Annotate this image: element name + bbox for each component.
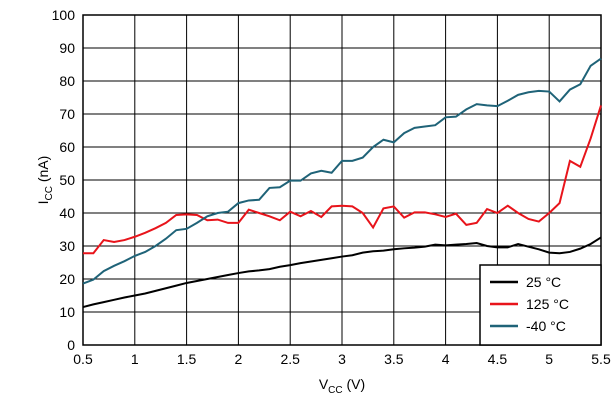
y-tick-label: 30 bbox=[59, 238, 75, 254]
y-tick-label: 20 bbox=[59, 271, 75, 287]
x-tick-label: 3.5 bbox=[384, 351, 404, 367]
y-tick-label: 50 bbox=[59, 172, 75, 188]
x-tick-label: 5.5 bbox=[591, 351, 611, 367]
y-tick-label: 60 bbox=[59, 139, 75, 155]
x-axis-label: VCC (V) bbox=[319, 376, 365, 396]
y-tick-label: 80 bbox=[59, 73, 75, 89]
y-tick-label: 40 bbox=[59, 205, 75, 221]
x-tick-label: 4 bbox=[442, 351, 450, 367]
x-tick-label: 5 bbox=[545, 351, 553, 367]
x-tick-label: 3 bbox=[338, 351, 346, 367]
y-tick-label: 100 bbox=[52, 7, 76, 23]
legend-label: 125 °C bbox=[526, 296, 569, 312]
legend-label: 25 °C bbox=[526, 274, 561, 290]
x-tick-label: 2 bbox=[235, 351, 243, 367]
line bbox=[83, 105, 602, 255]
x-label-unit: (V) bbox=[343, 376, 366, 392]
x-tick-label: 1.5 bbox=[177, 351, 197, 367]
y-axis-label: ICC (nA) bbox=[35, 156, 55, 205]
x-label-main: V bbox=[319, 376, 329, 392]
x-label-sub: CC bbox=[328, 385, 342, 396]
x-tick-label: 4.5 bbox=[488, 351, 508, 367]
legend-label: -40 °C bbox=[526, 318, 566, 334]
y-label-sub: CC bbox=[44, 186, 55, 200]
y-tick-label: 90 bbox=[59, 40, 75, 56]
y-tick-label: 70 bbox=[59, 106, 75, 122]
y-label-unit: (nA) bbox=[35, 156, 51, 186]
x-tick-label: 1 bbox=[131, 351, 139, 367]
x-tick-label: 2.5 bbox=[280, 351, 300, 367]
y-tick-label: 0 bbox=[67, 337, 75, 353]
y-label-main: I bbox=[35, 200, 51, 204]
line bbox=[82, 236, 602, 309]
x-tick-label: 0.5 bbox=[73, 351, 93, 367]
y-tick-label: 10 bbox=[59, 304, 75, 320]
line bbox=[82, 57, 602, 285]
